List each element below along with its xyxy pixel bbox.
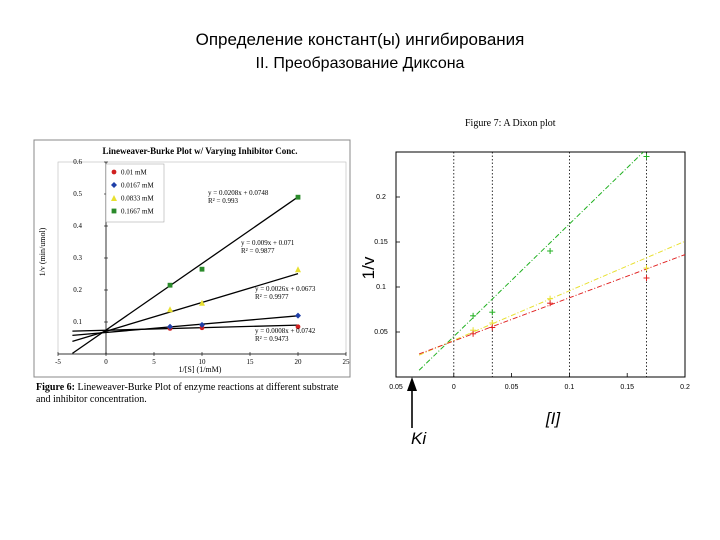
lb-legend: 0.01 mM 0.0167 mM 0.0833 mM 0.1667 mM: [105, 163, 165, 223]
lb-legend-marker: [111, 195, 117, 201]
lb-data-point: [199, 321, 205, 328]
dixon-x-tick-label: 0.1: [565, 384, 575, 391]
lb-r2-label: R² = 0.9977: [255, 293, 289, 301]
lb-data-point: [167, 323, 174, 330]
lb-legend-label: 0.01 mM: [121, 169, 147, 177]
dixon-data-point: [470, 312, 477, 319]
lb-fit-line: [72, 273, 299, 342]
dixon-y-tick-label: 0.15: [374, 239, 388, 246]
lb-y-tick-label: 0.5: [73, 190, 82, 198]
lb-x-axis-label: 1/[S] (1/mM): [179, 365, 222, 374]
dixon-x-tick-label: 0.05: [389, 384, 403, 391]
lb-axes: -5 0 5 10 15 20 25 0.1 0.2 0.3 0.4 0.5 0.6: [55, 158, 350, 366]
dixon-x-tick-label: 0.05: [505, 384, 519, 391]
ki-label: Ki: [411, 429, 427, 448]
lb-x-tick-label: -5: [55, 358, 61, 366]
lb-legend-label: 0.0167 mM: [121, 182, 154, 190]
lb-equation-label: y = 0.0208x + 0.0748: [208, 189, 269, 197]
dixon-data-points: [470, 153, 650, 337]
slide-title: Определение констант(ы) ингибирования: [195, 30, 525, 49]
dixon-fit-line: [418, 151, 644, 371]
dixon-data-point: [643, 275, 650, 281]
dixon-x-tick-label: 0.2: [680, 384, 690, 391]
dixon-y-tick-label: 0.05: [374, 329, 388, 336]
lb-legend-label: 0.1667 mM: [121, 208, 154, 216]
lb-y-axis-label: 1/v (min/umol): [38, 227, 47, 276]
ki-arrow-head: [407, 377, 417, 391]
lb-legend-marker: [111, 182, 117, 188]
lb-fit-line: [72, 196, 299, 354]
dixon-data-point: [489, 324, 496, 331]
lb-equation-label: y = 0.0008x + 0.0742: [255, 327, 316, 335]
lb-data-point: [295, 312, 301, 319]
lb-fit-lines: [72, 196, 299, 354]
lb-caption: Figure 6: Lineweaver-Burke Plot of enzym…: [36, 382, 348, 406]
lb-y-tick-label: 0.6: [73, 158, 82, 166]
lb-y-tick-label: 0.3: [73, 254, 82, 262]
dixon-data-point: [643, 265, 650, 272]
dixon-plot-frame: [395, 151, 686, 378]
dixon-data-point: [470, 330, 477, 337]
dixon-data-point: [489, 309, 496, 316]
lb-data-point: [199, 299, 205, 306]
dixon-y-axis-label: 1/v: [359, 256, 378, 279]
lb-data-point: [295, 194, 301, 200]
dixon-data-point: [643, 153, 650, 160]
lb-y-tick-label: 0.1: [73, 318, 82, 326]
lb-x-tick-label: 15: [247, 358, 255, 366]
dixon-x-tick-label: 0: [452, 384, 456, 391]
lb-equation-label: y = 0.009x + 0.071: [241, 239, 295, 247]
dixon-x-tick-label: 0.15: [620, 384, 634, 391]
lb-x-tick-label: 20: [295, 358, 303, 366]
dixon-axes: 0.05 0 0.05 0.1 0.15 0.2 0.05 0.1 0.15 0.2: [374, 152, 690, 391]
lb-figure-border: [33, 139, 351, 378]
lb-caption-label: Figure 6:: [36, 382, 75, 393]
dixon-figure-label: Figure 7: A Dixon plot: [465, 118, 556, 129]
lb-y-tick-label: 0.2: [73, 286, 82, 294]
lb-x-tick-label: 0: [104, 358, 108, 366]
dixon-fit-lines: [418, 151, 686, 371]
lb-data-point: [199, 266, 205, 272]
dixon-data-point: [547, 248, 554, 254]
lb-fit-line: [72, 315, 299, 337]
lb-r2-label: R² = 0.993: [208, 197, 238, 205]
lb-caption-text: Lineweaver-Burke Plot of enzyme reaction…: [36, 382, 339, 405]
lb-x-tick-label: 25: [343, 358, 351, 366]
lb-legend-label: 0.0833 mM: [121, 195, 154, 203]
lb-data-points: [167, 194, 301, 331]
lb-data-point: [295, 266, 301, 273]
lb-data-point: [167, 306, 174, 313]
lb-x-tick-label: 5: [152, 358, 156, 366]
dixon-fit-line: [418, 254, 686, 355]
lb-x-tick-label: 10: [199, 358, 207, 366]
lb-r2-label: R² = 0.9877: [241, 247, 275, 255]
lb-data-point: [295, 324, 301, 330]
dixon-x-axis-label: [I]: [545, 409, 561, 428]
lb-chart-title: Lineweaver-Burke Plot w/ Varying Inhibit…: [102, 146, 297, 156]
dixon-y-tick-label: 0.1: [376, 284, 386, 291]
slide-subtitle: II. Преобразование Диксона: [255, 55, 465, 72]
dixon-y-tick-label: 0.2: [376, 194, 386, 201]
lb-equation-label: y = 0.0026x + 0.0673: [255, 285, 316, 293]
lb-r2-label: R² = 0.9473: [255, 335, 289, 343]
lb-y-tick-label: 0.4: [73, 222, 82, 230]
dixon-data-point: [547, 300, 554, 307]
lb-legend-marker: [111, 208, 117, 214]
lb-data-point: [167, 282, 173, 288]
lb-legend-marker: [111, 169, 117, 175]
